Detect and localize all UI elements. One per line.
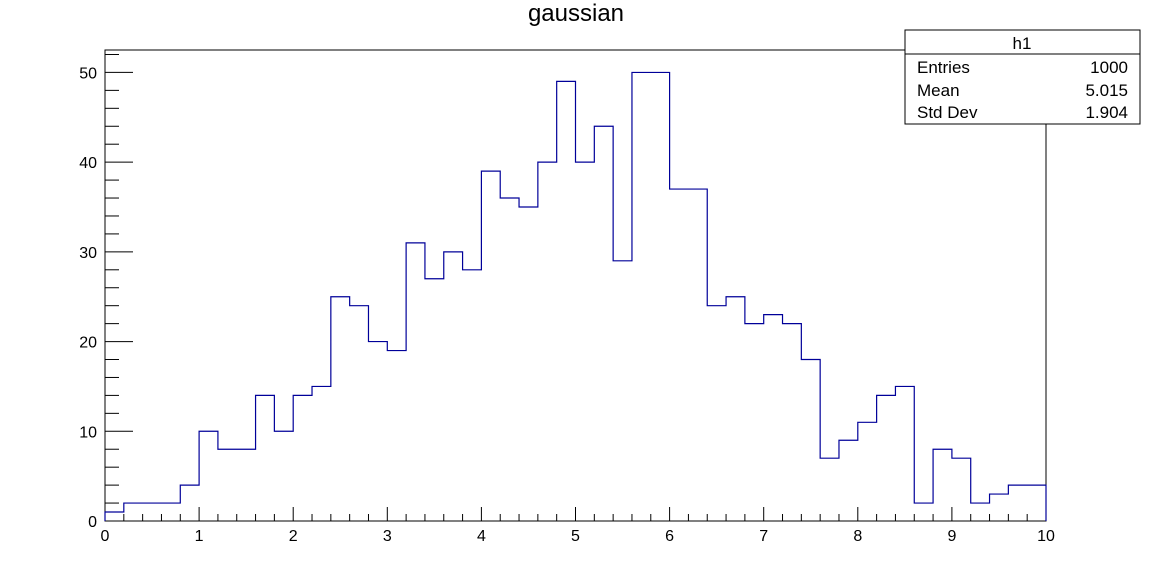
histogram-bin <box>895 386 914 521</box>
histogram-bin <box>632 72 651 521</box>
histogram-bin <box>801 360 820 521</box>
y-tick-label: 20 <box>79 335 97 352</box>
histogram-bin <box>971 503 990 521</box>
histogram-bin <box>143 503 162 521</box>
x-tick-label: 4 <box>477 528 486 545</box>
stats-value-entries: 1000 <box>1090 58 1128 77</box>
histogram-bin <box>576 162 595 521</box>
histogram-bin <box>519 207 538 521</box>
histogram-bin <box>877 395 896 521</box>
histogram-bin <box>914 503 933 521</box>
histogram-outline <box>104 71 1047 521</box>
histogram-bin <box>613 261 632 521</box>
histogram-bin <box>557 81 576 521</box>
histogram-bin <box>161 503 180 521</box>
histogram-bin <box>707 306 726 521</box>
histogram-bin <box>670 189 689 521</box>
histogram-bin <box>444 252 463 521</box>
x-axis: 0 1 2 3 4 5 6 7 8 9 10 <box>101 507 1055 545</box>
x-tick-label: 2 <box>289 528 298 545</box>
chart-title: gaussian <box>528 0 624 27</box>
histogram-bin <box>463 270 482 521</box>
histogram-bin <box>1027 485 1046 521</box>
y-tick-label: 30 <box>79 245 97 262</box>
x-tick-label: 3 <box>383 528 392 545</box>
stats-value-stddev: 1.904 <box>1085 103 1128 122</box>
histogram-bins <box>104 71 1047 521</box>
histogram-bin <box>425 279 444 521</box>
histogram-bin <box>481 171 500 521</box>
x-tick-label: 8 <box>853 528 862 545</box>
histogram-bin <box>538 162 557 521</box>
x-tick-label: 10 <box>1037 528 1055 545</box>
histogram-bin <box>933 449 952 521</box>
stats-box-name: h1 <box>1013 34 1032 53</box>
x-tick-label: 5 <box>571 528 580 545</box>
histogram-bin <box>764 315 783 521</box>
histogram-bin <box>350 306 369 521</box>
stats-box-frame <box>904 29 1141 125</box>
histogram-bin <box>745 324 764 521</box>
histogram-bin <box>124 503 143 521</box>
histogram-bin <box>387 351 406 521</box>
x-tick-label: 7 <box>759 528 768 545</box>
stats-label-entries: Entries <box>917 58 970 77</box>
histogram-bin <box>651 72 670 521</box>
histogram-bin <box>1008 485 1027 521</box>
histogram-bin <box>820 458 839 521</box>
histogram-bin <box>783 324 802 521</box>
histogram-bin <box>726 297 745 521</box>
stats-label-stddev: Std Dev <box>917 103 978 122</box>
histogram-bin <box>180 485 199 521</box>
x-tick-label: 1 <box>195 528 204 545</box>
stats-value-mean: 5.015 <box>1085 81 1128 100</box>
stats-label-mean: Mean <box>917 81 960 100</box>
y-tick-label: 0 <box>88 514 97 531</box>
histogram-bin <box>237 449 256 521</box>
histogram-bin <box>199 431 218 521</box>
x-tick-label: 6 <box>665 528 674 545</box>
histogram-bin <box>218 449 237 521</box>
histogram-bin <box>293 395 312 521</box>
histogram-bin <box>594 126 613 521</box>
stats-box: h1 Entries 1000 Mean 5.015 Std Dev 1.904 <box>904 29 1141 125</box>
histogram-bin <box>406 243 425 521</box>
histogram-bin <box>839 440 858 521</box>
histogram-bin <box>312 386 331 521</box>
histogram-bin <box>331 297 350 521</box>
y-tick-label: 40 <box>79 155 97 172</box>
histogram-bin <box>500 198 519 521</box>
histogram-bin <box>952 458 971 521</box>
y-tick-label: 50 <box>79 65 97 82</box>
x-tick-label: 0 <box>101 528 110 545</box>
histogram-bin <box>368 342 387 521</box>
y-axis: 0 10 20 30 40 50 <box>79 53 133 531</box>
histogram-bin <box>256 395 275 521</box>
histogram-bin <box>858 422 877 521</box>
histogram-bin <box>688 189 707 521</box>
y-tick-label: 10 <box>79 424 97 441</box>
x-tick-label: 9 <box>947 528 956 545</box>
histogram-bin <box>990 494 1009 521</box>
histogram-bin <box>105 512 124 521</box>
histogram-bin <box>274 431 293 521</box>
